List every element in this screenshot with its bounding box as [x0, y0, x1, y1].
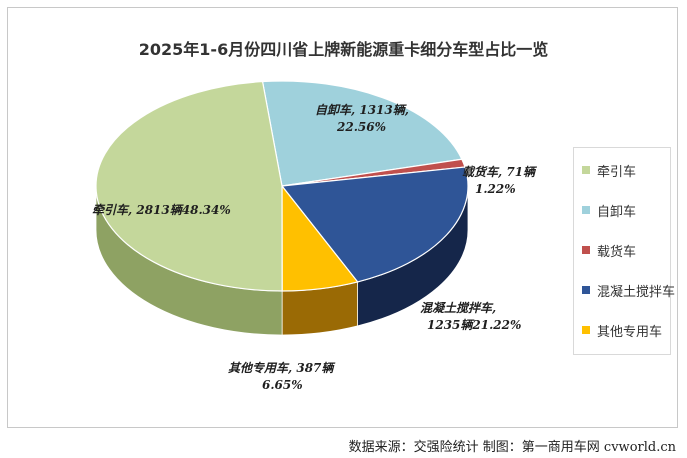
data-label-混凝土搅拌车: 混凝土搅拌车,	[420, 301, 496, 315]
data-label-载货车: 1.22%	[475, 182, 516, 196]
pie-slice-自卸车	[261, 80, 463, 187]
legend-swatch	[582, 166, 590, 174]
legend-item-其他专用车: 其他专用车	[582, 322, 663, 340]
pie-slice-混凝土搅拌车	[280, 166, 469, 283]
legend: 牵引车自卸车载货车混凝土搅拌车 其他专用车	[573, 147, 675, 355]
source-note: 数据来源：交强险统计 制图：第一商用车网 cvworld.cn	[348, 440, 676, 455]
legend-swatch	[582, 326, 590, 334]
legend-label: 牵引车	[597, 164, 637, 180]
legend-item-牵引车: 牵引车	[582, 162, 637, 180]
data-label-混凝土搅拌车: 1235辆21.22%	[427, 318, 521, 332]
data-label-自卸车: 自卸车, 1313辆,	[315, 103, 409, 117]
data-label-自卸车: 22.56%	[336, 120, 386, 134]
data-label-载货车: 载货车, 71辆	[462, 165, 538, 179]
legend-item-自卸车: 自卸车	[582, 202, 637, 220]
pie-slice-牵引车	[95, 80, 283, 292]
pie-sides	[95, 185, 469, 336]
legend-item-混凝土搅拌车: 混凝土搅拌车	[582, 282, 676, 300]
data-label-牵引车: 牵引车, 2813辆48.34%	[92, 203, 231, 217]
legend-swatch	[582, 206, 590, 214]
chart-title: 2025年1-6月份四川省上牌新能源重卡细分车型占比一览	[138, 40, 549, 59]
data-label-其他专用车: 6.65%	[262, 378, 303, 392]
pie-top	[95, 80, 469, 292]
legend-label: 自卸车	[597, 204, 637, 220]
legend-label: 其他专用车	[597, 324, 663, 340]
data-label-其他专用车: 其他专用车, 387辆	[228, 361, 336, 375]
legend-item-载货车: 载货车	[582, 242, 637, 260]
legend-label: 载货车	[597, 244, 637, 260]
legend-swatch	[582, 246, 590, 254]
legend-swatch	[582, 286, 590, 294]
legend-label: 混凝土搅拌车	[597, 284, 676, 300]
